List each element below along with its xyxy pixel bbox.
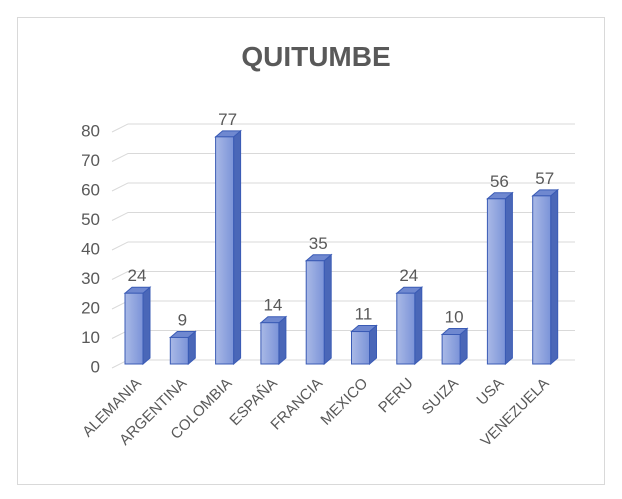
data-label: 35 [309,234,328,253]
bar-side [278,315,287,366]
bar-front [169,336,189,365]
data-label: 24 [399,266,418,285]
bar-front [124,292,144,365]
grid-line [111,153,575,162]
grid-line [111,271,575,280]
y-tick-label: 0 [91,357,100,376]
bar [531,188,560,366]
bar-side [233,129,242,366]
bar-front [351,331,370,365]
bar-front [396,292,416,365]
bar-side [414,286,423,366]
bar-front [305,260,325,365]
grid-line [111,123,575,133]
grid-line [111,182,575,192]
bar-side [504,191,513,366]
y-tick-label: 30 [81,269,100,288]
data-label: 57 [535,169,554,188]
bar [304,253,333,366]
y-tick-label: 40 [81,239,100,258]
y-tick-label: 60 [81,180,100,199]
bar-side [369,324,377,366]
bar-front [260,322,280,365]
bar-front [486,198,506,365]
y-tick-label: 10 [81,328,100,347]
bar-side [550,188,559,366]
grid-line [111,241,575,251]
bar [259,315,288,366]
y-tick-label: 80 [81,121,100,140]
bar-front [441,334,461,365]
bar-side [142,286,151,366]
bar-side [323,253,332,366]
data-label: 77 [218,110,237,129]
data-label: 56 [490,172,509,191]
data-label: 24 [128,266,147,285]
y-tick-label: 70 [81,151,100,170]
grid-line [111,212,575,221]
data-label: 11 [355,305,373,324]
y-tick-label: 50 [81,210,100,229]
bar [168,330,197,366]
bar-front [532,195,552,365]
data-label: 14 [263,296,282,315]
bar [395,286,424,366]
data-label: 10 [445,308,464,327]
bar [350,324,378,366]
bar [214,129,242,366]
bar [123,286,152,366]
bar [486,191,514,366]
chart-title: QUITUMBE [241,41,390,72]
bar-front [215,136,235,365]
y-tick-label: 20 [81,298,100,317]
data-label: 9 [178,310,187,329]
bar [440,327,469,366]
